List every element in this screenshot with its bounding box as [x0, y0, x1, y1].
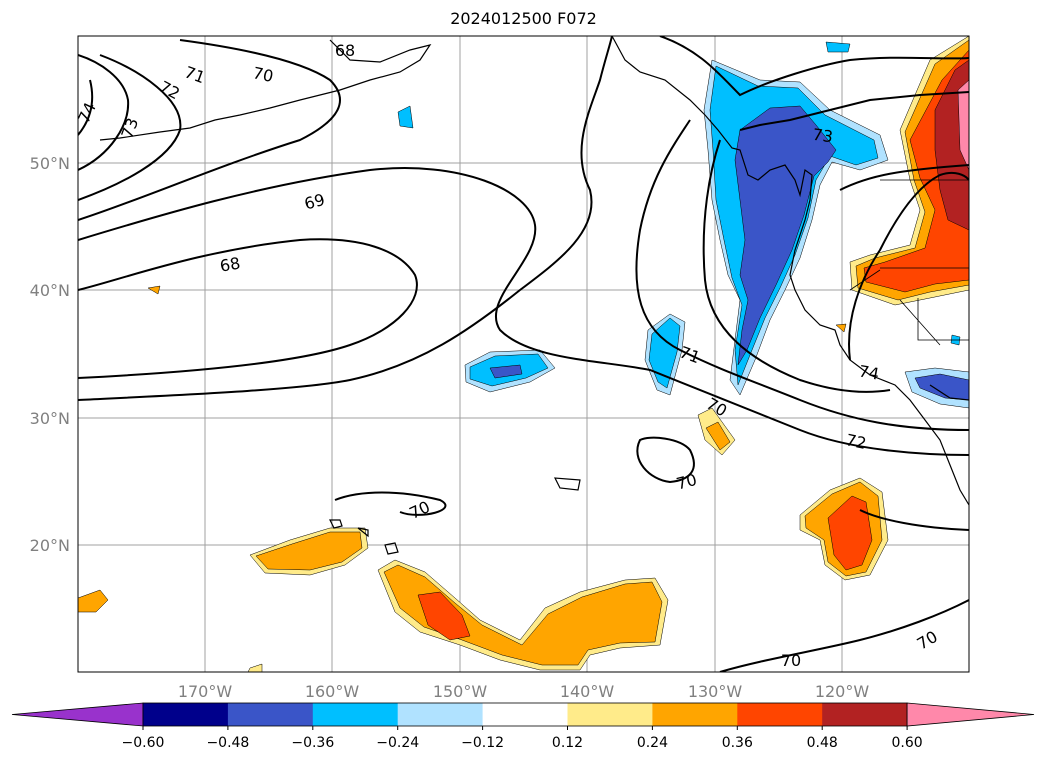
colorbar-tick-label: −0.36	[291, 735, 334, 751]
lat-label-20n: 20°N	[30, 536, 70, 555]
lon-label-130w: 130°W	[688, 682, 743, 701]
map-panel: 68 71 72 70 74 73 69 68 71 70 72 74 73 7…	[78, 36, 969, 672]
map-frame	[77, 35, 970, 673]
contour-label: 70	[251, 63, 275, 86]
negative-anomaly-fills	[397, 41, 969, 409]
colorbar-tick-label: 0.36	[722, 735, 753, 751]
contour-label: 70	[781, 651, 801, 670]
contour-label: 68	[218, 253, 241, 275]
colorbar-swatch	[143, 703, 229, 726]
colorbar-swatch	[567, 703, 653, 726]
colorbar-swatch	[737, 703, 823, 726]
colorbar-swatch	[227, 703, 314, 726]
lon-label-170w: 170°W	[178, 682, 233, 701]
colorbar: −0.60 −0.48 −0.36 −0.24 −0.12 0.12 0.24 0.36 0.4…	[11, 702, 1035, 751]
contour-label: 69	[302, 190, 327, 214]
colorbar-tick-label: 0.60	[892, 735, 923, 751]
colorbar-extend-high	[906, 702, 1035, 727]
colorbar-tick-label: 0.48	[807, 735, 838, 751]
lon-label-150w: 150°W	[433, 682, 488, 701]
colorbar-tick-label: 0.24	[637, 735, 668, 751]
colorbar-tick-label: −0.24	[376, 735, 419, 751]
contour-label: 72	[844, 430, 868, 453]
lon-label-120w: 120°W	[815, 682, 870, 701]
colorbar-tick-label: 0.12	[552, 735, 583, 751]
colorbar-swatch	[312, 703, 399, 726]
map-title: 2024012500 F072	[450, 9, 597, 28]
colorbar-tick-label: −0.60	[122, 735, 165, 751]
longitude-labels: 170°W 160°W 150°W 140°W 130°W 120°W	[178, 682, 870, 701]
contour-label: 74	[857, 361, 880, 383]
height-contours	[78, 36, 969, 672]
latitude-labels: 50°N 40°N 30°N 20°N	[30, 154, 70, 555]
lat-label-30n: 30°N	[30, 409, 70, 428]
lat-label-40n: 40°N	[30, 281, 70, 300]
colorbar-swatch	[397, 703, 484, 726]
contour-label: 68	[335, 41, 355, 60]
colorbar-tick-label: −0.48	[206, 735, 249, 751]
lon-label-160w: 160°W	[305, 682, 360, 701]
colorbar-swatch	[652, 703, 738, 726]
contour-label: 73	[811, 125, 834, 147]
contour-label: 70	[674, 470, 699, 494]
lon-label-140w: 140°W	[560, 682, 615, 701]
colorbar-extend-low	[11, 702, 144, 727]
lat-label-50n: 50°N	[30, 154, 70, 173]
colorbar-swatch	[822, 703, 908, 726]
colorbar-tick-label: −0.12	[461, 735, 504, 751]
colorbar-swatch	[482, 703, 568, 726]
colorbar-frame	[142, 702, 908, 727]
